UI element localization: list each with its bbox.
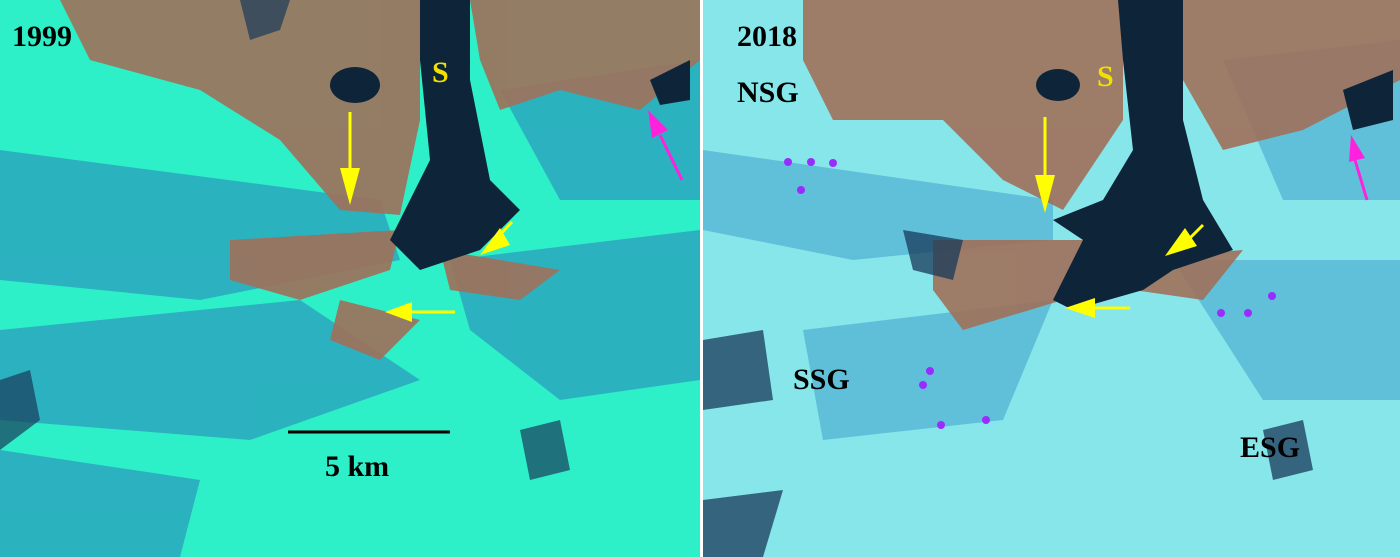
arrow-icon bbox=[658, 134, 684, 181]
glacier-label-ssg: SSG bbox=[793, 363, 850, 396]
arrow-icon bbox=[385, 302, 412, 322]
arrow-icon bbox=[1035, 175, 1055, 213]
scale-label: 5 km bbox=[325, 450, 390, 483]
fjord-label: S bbox=[432, 56, 449, 89]
year-label: 2018 bbox=[737, 20, 797, 53]
year-label: 1999 bbox=[12, 20, 72, 53]
glacier-label-nsg: NSG bbox=[737, 76, 799, 109]
arrow-icon bbox=[340, 168, 360, 205]
fjord-label: S bbox=[1097, 60, 1114, 93]
terrain-2018 bbox=[703, 0, 1400, 557]
image-2018: 2018 NSG S SSG ESG bbox=[703, 0, 1400, 557]
fjord-1999 bbox=[390, 0, 520, 270]
glacier-label-esg: ESG bbox=[1240, 431, 1301, 464]
terrain-1999 bbox=[0, 0, 700, 557]
arrow-icon bbox=[1349, 135, 1365, 162]
arrow-icon bbox=[648, 110, 668, 138]
arrow-icon bbox=[480, 228, 510, 255]
arrows-2018 bbox=[1035, 117, 1369, 318]
arrow-icon bbox=[1353, 159, 1369, 201]
arrow-icon bbox=[1165, 228, 1197, 256]
image-1999: 1999 S 5 km bbox=[0, 0, 700, 557]
arrows-1999 bbox=[340, 110, 684, 322]
terminus-dots bbox=[784, 158, 1276, 429]
arrow-icon bbox=[1065, 298, 1095, 318]
